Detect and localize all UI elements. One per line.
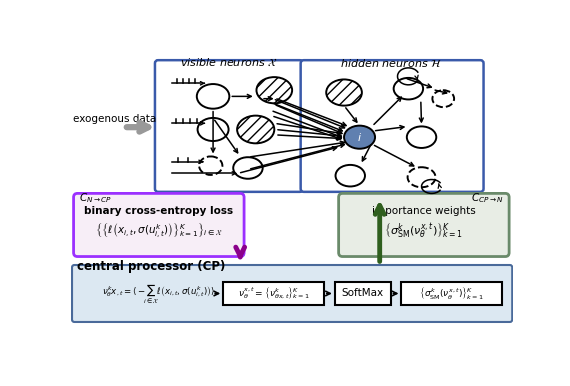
FancyBboxPatch shape (223, 282, 324, 305)
Ellipse shape (344, 125, 375, 149)
Ellipse shape (237, 116, 274, 143)
Text: $C_{N\rightarrow CP}$: $C_{N\rightarrow CP}$ (79, 191, 112, 205)
Text: $\left\{\sigma_{\mathrm{SM}}^k(\nu_{\theta}^{x,t})\right\}_{k=1}^{K}$: $\left\{\sigma_{\mathrm{SM}}^k(\nu_{\the… (420, 286, 484, 301)
FancyBboxPatch shape (155, 60, 303, 192)
Ellipse shape (199, 156, 222, 175)
Text: exogenous data: exogenous data (73, 115, 156, 124)
Ellipse shape (197, 84, 229, 109)
FancyBboxPatch shape (401, 282, 502, 305)
FancyBboxPatch shape (300, 60, 483, 192)
Text: $i$: $i$ (357, 131, 362, 143)
FancyBboxPatch shape (72, 265, 512, 322)
Text: SoftMax: SoftMax (341, 288, 384, 298)
Ellipse shape (394, 78, 423, 100)
Ellipse shape (326, 80, 362, 106)
Ellipse shape (336, 165, 365, 186)
Text: visible neurons $\mathcal{X}$: visible neurons $\mathcal{X}$ (180, 57, 278, 68)
Text: hidden neurons $\mathcal{H}$: hidden neurons $\mathcal{H}$ (340, 57, 442, 69)
Text: $\nu_{\theta}^k x_{,t} = \langle -\!\!\sum_{i\in\mathcal{X}} \ell\left(x_{i,t},\: $\nu_{\theta}^k x_{,t} = \langle -\!\!\s… (101, 282, 214, 305)
Text: $\nu_{\theta}^{x,t} = \left\{\nu_{\theta x,t}^k\right\}_{k=1}^{K}$: $\nu_{\theta}^{x,t} = \left\{\nu_{\theta… (238, 286, 310, 301)
Text: central processor (CP): central processor (CP) (78, 260, 226, 273)
Text: $\left\{\left\{\ell\left(x_{i,t},\sigma(u_{i,t}^k)\right)\right\}_{k=1}^{K}\righ: $\left\{\left\{\ell\left(x_{i,t},\sigma(… (95, 222, 222, 240)
FancyBboxPatch shape (74, 193, 244, 257)
FancyBboxPatch shape (339, 193, 509, 257)
Ellipse shape (433, 90, 454, 107)
Ellipse shape (256, 77, 292, 103)
Ellipse shape (407, 126, 436, 148)
Text: importance weights: importance weights (372, 207, 476, 217)
Ellipse shape (198, 118, 229, 141)
Ellipse shape (408, 167, 435, 187)
Text: $\left\{\sigma_{\mathrm{SM}}^k(\nu_{\theta}^{x,t})\right\}_{k=1}^{K}$: $\left\{\sigma_{\mathrm{SM}}^k(\nu_{\the… (384, 222, 463, 240)
Text: binary cross-entropy loss: binary cross-entropy loss (84, 207, 233, 217)
FancyBboxPatch shape (335, 282, 390, 305)
Ellipse shape (233, 157, 263, 179)
Text: $C_{CP\rightarrow N}$: $C_{CP\rightarrow N}$ (471, 191, 504, 205)
